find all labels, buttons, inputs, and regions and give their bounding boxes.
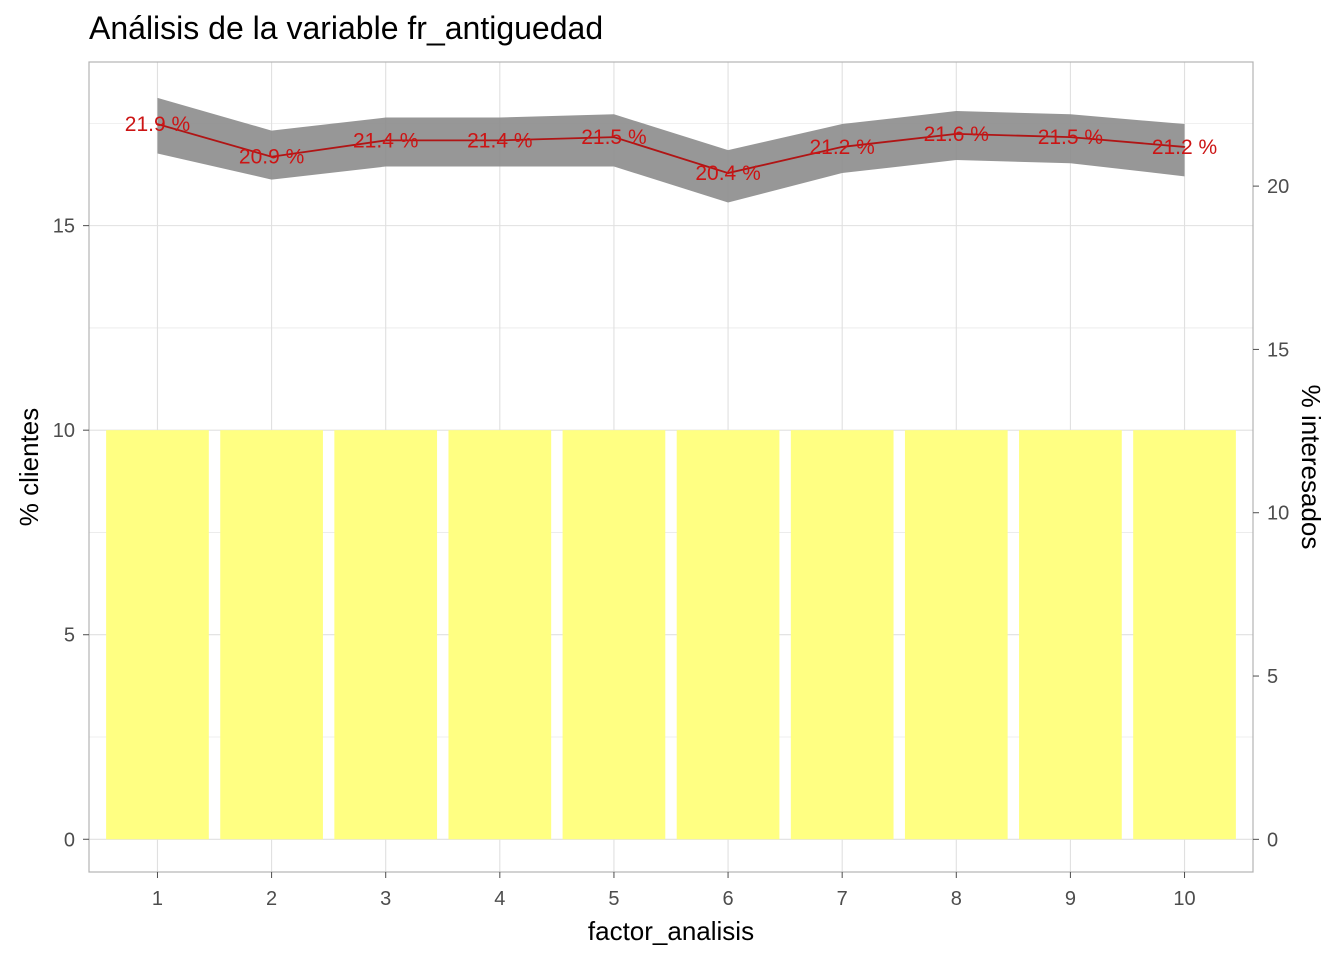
bar-2	[220, 430, 323, 840]
data-label-8: 21.6 %	[924, 123, 989, 146]
data-label-3: 21.4 %	[353, 129, 418, 152]
bar-3	[334, 430, 438, 840]
line-point-1	[156, 123, 159, 125]
y-axis-right-title: % interesados	[1296, 385, 1326, 550]
line-point-2	[270, 155, 273, 158]
line-point-4	[499, 139, 501, 142]
bar-6	[676, 430, 780, 840]
y-right-tick-label: 10	[1267, 503, 1289, 525]
bar-8	[904, 430, 1008, 840]
y-right-tick-label: 15	[1267, 339, 1289, 361]
confidence-ribbon	[157, 97, 1185, 203]
line-point-9	[1069, 136, 1072, 138]
bar-4	[448, 430, 552, 840]
x-axis-title: factor_analisis	[588, 916, 754, 946]
bar-9	[1019, 430, 1122, 840]
data-label-6: 20.4 %	[695, 162, 760, 185]
x-tick-label: 10	[1173, 888, 1195, 910]
data-label-7: 21.2 %	[809, 136, 874, 159]
bar-10	[1133, 430, 1236, 840]
bar-1	[106, 430, 209, 840]
x-tick-label: 8	[951, 888, 962, 910]
data-label-2: 20.9 %	[239, 146, 304, 169]
ribbon-area	[157, 97, 1185, 203]
y-left-tick-label: 5	[64, 625, 75, 647]
x-tick-label: 3	[380, 888, 391, 910]
y-right-tick-label: 0	[1267, 829, 1278, 851]
bar-5	[562, 430, 666, 840]
data-label-1: 21.9 %	[125, 113, 190, 136]
x-tick-label: 1	[152, 888, 163, 910]
bars	[106, 430, 1236, 840]
line-point-10	[1183, 146, 1186, 148]
x-tick-label: 7	[837, 888, 848, 910]
data-label-4: 21.4 %	[467, 129, 532, 152]
bar-7	[790, 430, 894, 840]
data-label-10: 21.2 %	[1152, 136, 1217, 159]
line-point-7	[841, 146, 843, 148]
x-tick-label: 9	[1065, 888, 1076, 910]
interest-line	[156, 123, 1186, 174]
plot-border	[88, 61, 1254, 873]
y-right-tick-label: 20	[1267, 176, 1289, 198]
y-right-tick-label: 5	[1267, 666, 1278, 688]
axes: 0 5 10 15 0 5 10 15 20 1 2 3 4 5 6 7 8 9 10	[53, 176, 1290, 910]
line-point-6	[727, 172, 729, 174]
data-labels: 21.9 % 20.9 % 21.4 % 21.4 % 21.5 % 20.4 % 21.2…	[125, 113, 1217, 185]
chart-title: Análisis de la variable fr_antiguedad	[89, 10, 604, 46]
y-left-tick-label: 15	[53, 216, 75, 238]
x-tick-label: 2	[266, 888, 277, 910]
y-left-tick-label: 0	[64, 829, 75, 851]
data-label-5: 21.5 %	[581, 126, 646, 149]
data-label-9: 21.5 %	[1038, 126, 1103, 149]
x-tick-label: 6	[722, 888, 733, 910]
x-tick-label: 4	[494, 888, 505, 910]
line-point-5	[613, 136, 615, 138]
y-left-tick-label: 10	[53, 420, 75, 442]
interest-line-path	[157, 123, 1185, 174]
line-point-3	[384, 139, 387, 142]
line-point-8	[955, 133, 958, 135]
x-tick-label: 5	[608, 888, 619, 910]
y-axis-left-title: % clientes	[14, 408, 44, 527]
